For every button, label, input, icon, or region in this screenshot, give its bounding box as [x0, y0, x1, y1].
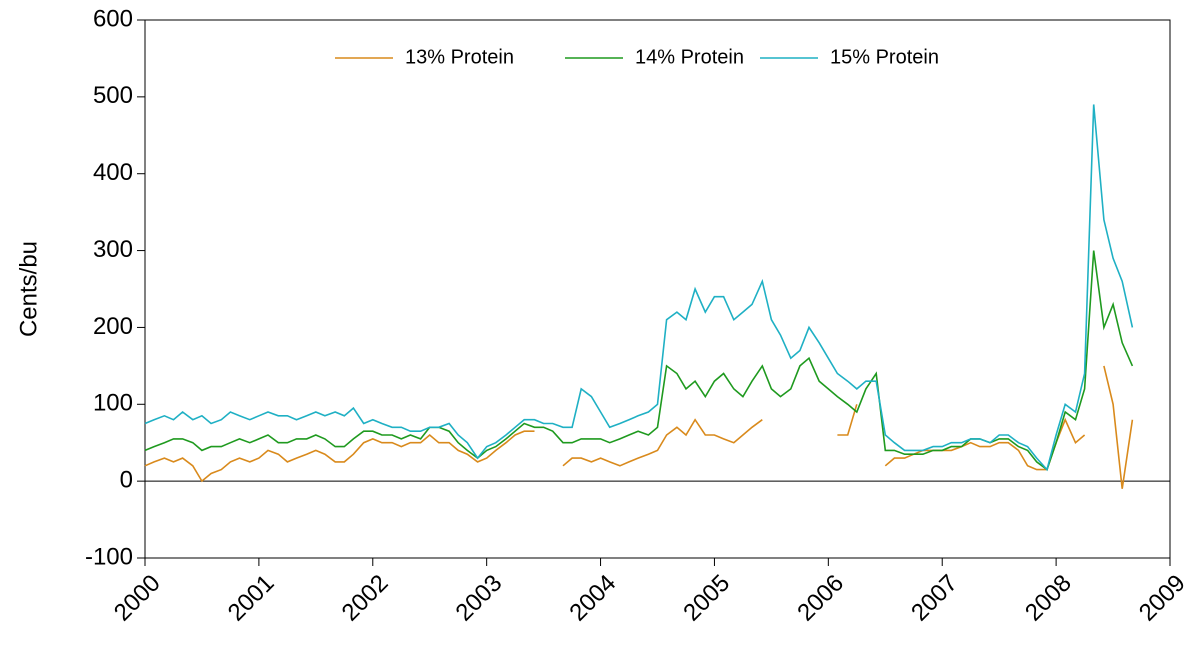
y-tick-label: -100 — [85, 543, 133, 570]
legend-label: 15% Protein — [830, 46, 939, 68]
x-tick-label: 2007 — [906, 570, 963, 627]
x-tick-label: 2006 — [792, 570, 849, 627]
x-tick-label: 2000 — [109, 570, 166, 627]
series-line — [144, 104, 1134, 472]
legend-label: 13% Protein — [405, 46, 514, 68]
plot-frame — [144, 19, 1171, 559]
x-tick-label: 2004 — [564, 570, 621, 627]
y-tick-label: 100 — [93, 390, 133, 417]
x-tick-label: 2005 — [678, 570, 735, 627]
x-tick-label: 2001 — [223, 570, 280, 627]
y-tick-label: 0 — [120, 466, 133, 493]
y-axis-label: Cents/bu — [15, 241, 42, 337]
y-tick-label: 500 — [93, 82, 133, 109]
y-tick-label: 400 — [93, 159, 133, 186]
legend-label: 14% Protein — [635, 46, 744, 68]
y-tick-label: 300 — [93, 236, 133, 263]
x-tick-label: 2003 — [451, 570, 508, 627]
x-tick-label: 2002 — [337, 570, 394, 627]
series-line — [144, 365, 1134, 489]
x-tick-label: 2008 — [1020, 570, 1077, 627]
x-tick-label: 2009 — [1134, 570, 1190, 627]
series-line — [144, 250, 1134, 471]
y-tick-label: 200 — [93, 313, 133, 340]
y-tick-label: 600 — [93, 5, 133, 32]
